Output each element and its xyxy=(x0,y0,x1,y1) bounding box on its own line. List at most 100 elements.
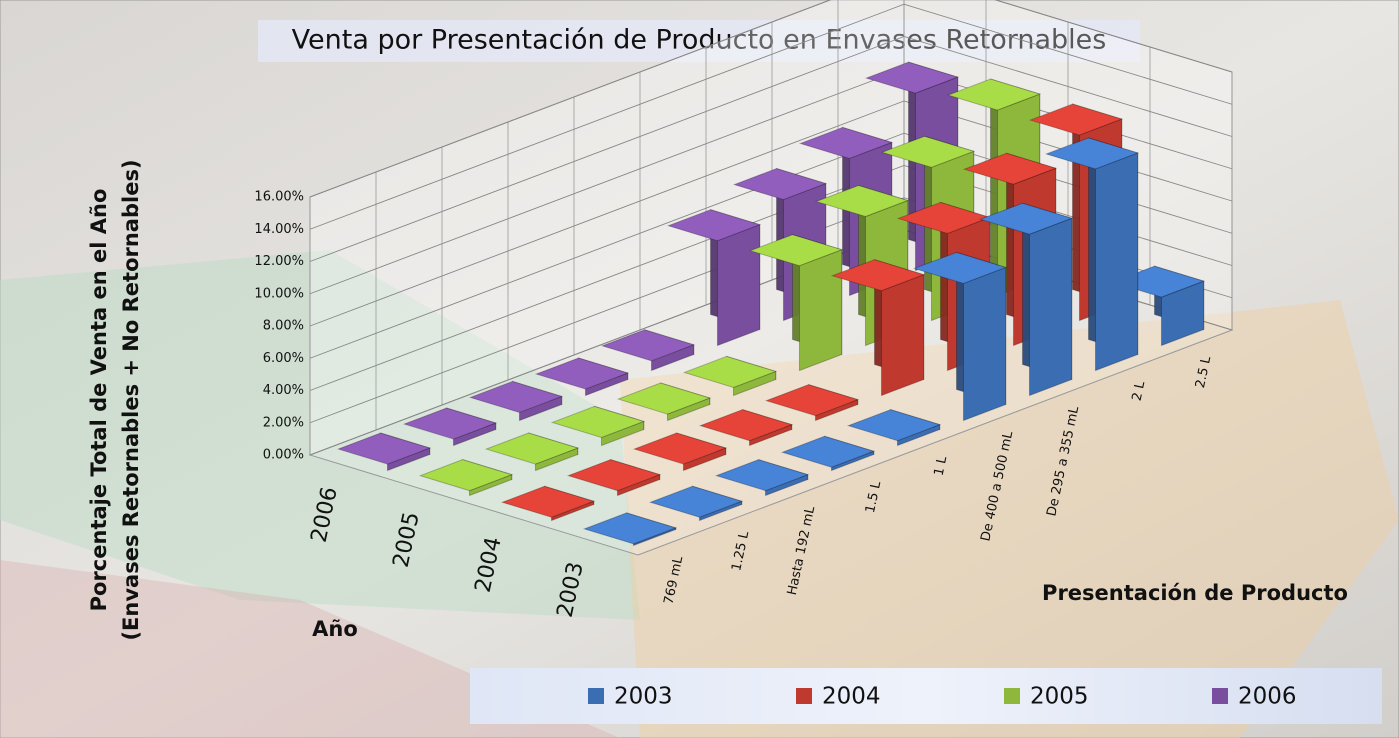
bar-top xyxy=(798,126,894,159)
bar-front xyxy=(798,248,843,372)
bar-top xyxy=(864,61,960,94)
bar-top xyxy=(500,485,596,518)
bar-top xyxy=(1028,103,1124,136)
bar-top xyxy=(336,432,432,465)
bar xyxy=(780,435,876,472)
bar xyxy=(682,355,778,397)
bar xyxy=(666,209,762,347)
x-axis-title: Presentación de Producto xyxy=(1042,581,1348,605)
bar-top xyxy=(978,202,1074,235)
bar-top xyxy=(814,184,910,218)
photo-tint xyxy=(0,560,620,738)
bar-top xyxy=(846,409,942,442)
bar-top xyxy=(698,409,794,442)
bar-front xyxy=(962,266,1007,422)
bar-top xyxy=(912,251,1008,284)
bar-top xyxy=(764,384,860,417)
grid-line xyxy=(309,36,1233,262)
bar-top xyxy=(946,78,1042,111)
legend-swatch xyxy=(796,688,812,704)
y-tick-label: 4.00% xyxy=(263,383,304,398)
bar xyxy=(550,405,646,447)
bar-top xyxy=(896,201,992,234)
bar-top xyxy=(550,405,646,438)
bar xyxy=(648,485,744,522)
bar-front xyxy=(1028,217,1073,397)
bar xyxy=(402,407,498,447)
bar xyxy=(1110,265,1206,347)
bar xyxy=(616,382,712,422)
bar-top xyxy=(962,152,1058,185)
bar-top xyxy=(468,380,564,413)
x-tick-label: 1.5 L xyxy=(863,479,884,514)
y-tick-label: 6.00% xyxy=(263,351,304,366)
legend-swatch xyxy=(1212,688,1228,704)
legend-box xyxy=(470,668,1382,724)
bar xyxy=(484,432,580,472)
depth-axis-title: Año xyxy=(312,617,358,641)
chart-title: Venta por Presentación de Producto en En… xyxy=(292,25,1107,56)
legend-label: 2003 xyxy=(614,684,673,710)
bar-front xyxy=(880,273,925,397)
bar-top xyxy=(780,435,876,468)
y-tick-label: 14.00% xyxy=(254,222,304,237)
bar-top xyxy=(648,485,744,518)
bar xyxy=(418,458,514,497)
bar-top xyxy=(418,459,514,492)
bar xyxy=(336,432,432,472)
bar xyxy=(912,251,1008,422)
bar xyxy=(534,357,630,397)
y-tick-label: 10.00% xyxy=(254,286,304,301)
y-tick-label: 8.00% xyxy=(263,319,304,334)
x-tick-label: 2 L xyxy=(1130,379,1149,402)
bar-front xyxy=(716,223,761,347)
bar-top xyxy=(732,168,828,201)
legend-label: 2006 xyxy=(1238,684,1297,710)
bar-top xyxy=(632,432,728,465)
y-axis-title: (Envases Retornables + No Retornables) xyxy=(119,159,143,640)
bar xyxy=(600,329,696,372)
bar xyxy=(846,408,942,447)
legend-label: 2005 xyxy=(1030,684,1089,710)
bar xyxy=(468,380,564,422)
bar xyxy=(566,458,662,497)
bar-top xyxy=(1044,137,1140,170)
legend-swatch xyxy=(1004,688,1020,704)
y-tick-label: 2.00% xyxy=(263,415,304,430)
grid-line xyxy=(309,0,1233,198)
bar xyxy=(698,408,794,447)
bar-top xyxy=(402,407,498,440)
bar xyxy=(764,383,860,422)
bar xyxy=(500,485,596,522)
x-tick-label: 1 L xyxy=(932,454,951,477)
bar-top xyxy=(582,512,678,545)
grid-line xyxy=(309,3,1233,230)
bar-top xyxy=(616,382,712,415)
bar xyxy=(978,202,1074,397)
x-tick-label: 2.5 L xyxy=(1193,354,1214,389)
photo-tint xyxy=(0,250,640,620)
y-tick-label: 0.00% xyxy=(263,448,304,463)
bar-top xyxy=(566,459,662,492)
bar xyxy=(714,458,810,497)
legend-label: 2004 xyxy=(822,684,881,710)
bar-front xyxy=(1094,152,1139,372)
y-tick-label: 16.00% xyxy=(254,190,304,205)
title-box xyxy=(258,20,1140,62)
bar-top xyxy=(682,355,778,388)
bar-top xyxy=(600,329,696,362)
bar xyxy=(748,234,844,372)
y-tick-label: 12.00% xyxy=(254,254,304,269)
y-axis-title: Porcentaje Total de Venta en el Año xyxy=(87,189,111,612)
bar-top xyxy=(714,459,810,492)
bar-top xyxy=(534,357,630,390)
bar xyxy=(632,432,728,472)
bar xyxy=(1044,137,1140,372)
bar-top xyxy=(830,259,926,292)
bar xyxy=(830,259,926,397)
legend-swatch xyxy=(588,688,604,704)
bar-top xyxy=(880,135,976,168)
bar-top xyxy=(484,432,580,465)
bar-top xyxy=(748,234,844,267)
